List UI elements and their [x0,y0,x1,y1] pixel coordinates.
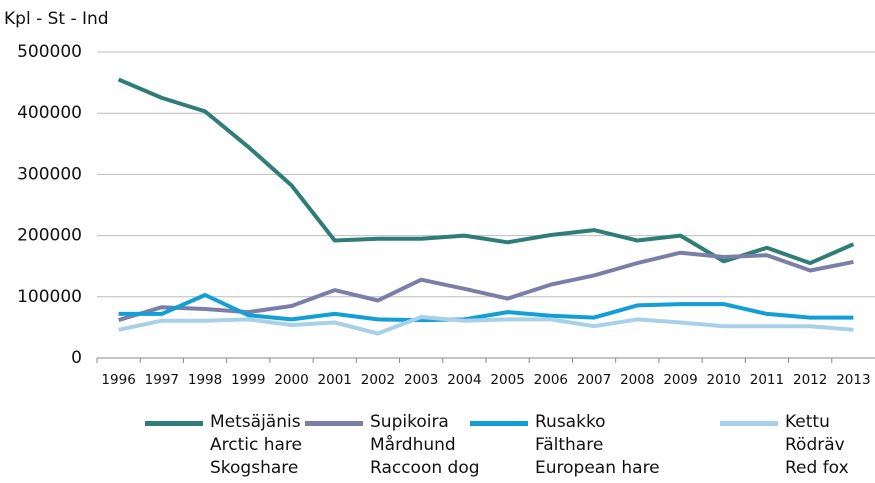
x-tick-label: 1998 [188,372,222,388]
x-tick-label: 1996 [101,372,135,388]
series-line [118,293,854,323]
y-tick-label: 200000 [17,226,82,246]
legend-label: Metsäjänis Arctic hare Skogshare [210,412,302,478]
y-tick-label: 100000 [17,287,82,307]
series-line [117,77,855,266]
x-tick-label: 2003 [404,372,438,388]
x-tick-label: 2008 [620,372,654,388]
legend-swatch [720,421,778,426]
y-tick-label: 0 [71,348,82,368]
x-tick-label: 2011 [750,372,784,388]
x-tick-label: 2006 [534,372,568,388]
x-tick-label: 2012 [793,372,827,388]
y-axis-label: Kpl - St - Ind [4,9,109,29]
x-tick-label: 1997 [145,372,179,388]
x-tick-label: 2000 [274,372,308,388]
legend-swatch [145,421,203,426]
x-tick-label: 2005 [490,372,524,388]
x-tick-label: 2001 [318,372,352,388]
y-tick-label: 300000 [17,164,82,184]
x-tick-label: 1999 [231,372,265,388]
legend-swatch [470,421,528,426]
legend-label: Supikoira Mårdhund Raccoon dog [370,412,480,478]
x-tick-label: 2013 [836,372,870,388]
y-tick-label: 400000 [17,103,82,123]
legend-label: Kettu Rödräv Red fox [785,412,849,478]
x-tick-label: 2004 [447,372,481,388]
x-tick-label: 2010 [707,372,741,388]
series-line [118,315,854,336]
y-tick-label: 500000 [17,42,82,62]
legend-swatch [305,421,363,426]
legend-label: Rusakko Fälthare European hare [535,412,660,478]
x-tick-label: 2009 [663,372,697,388]
x-tick-label: 2002 [361,372,395,388]
x-tick-label: 2007 [577,372,611,388]
